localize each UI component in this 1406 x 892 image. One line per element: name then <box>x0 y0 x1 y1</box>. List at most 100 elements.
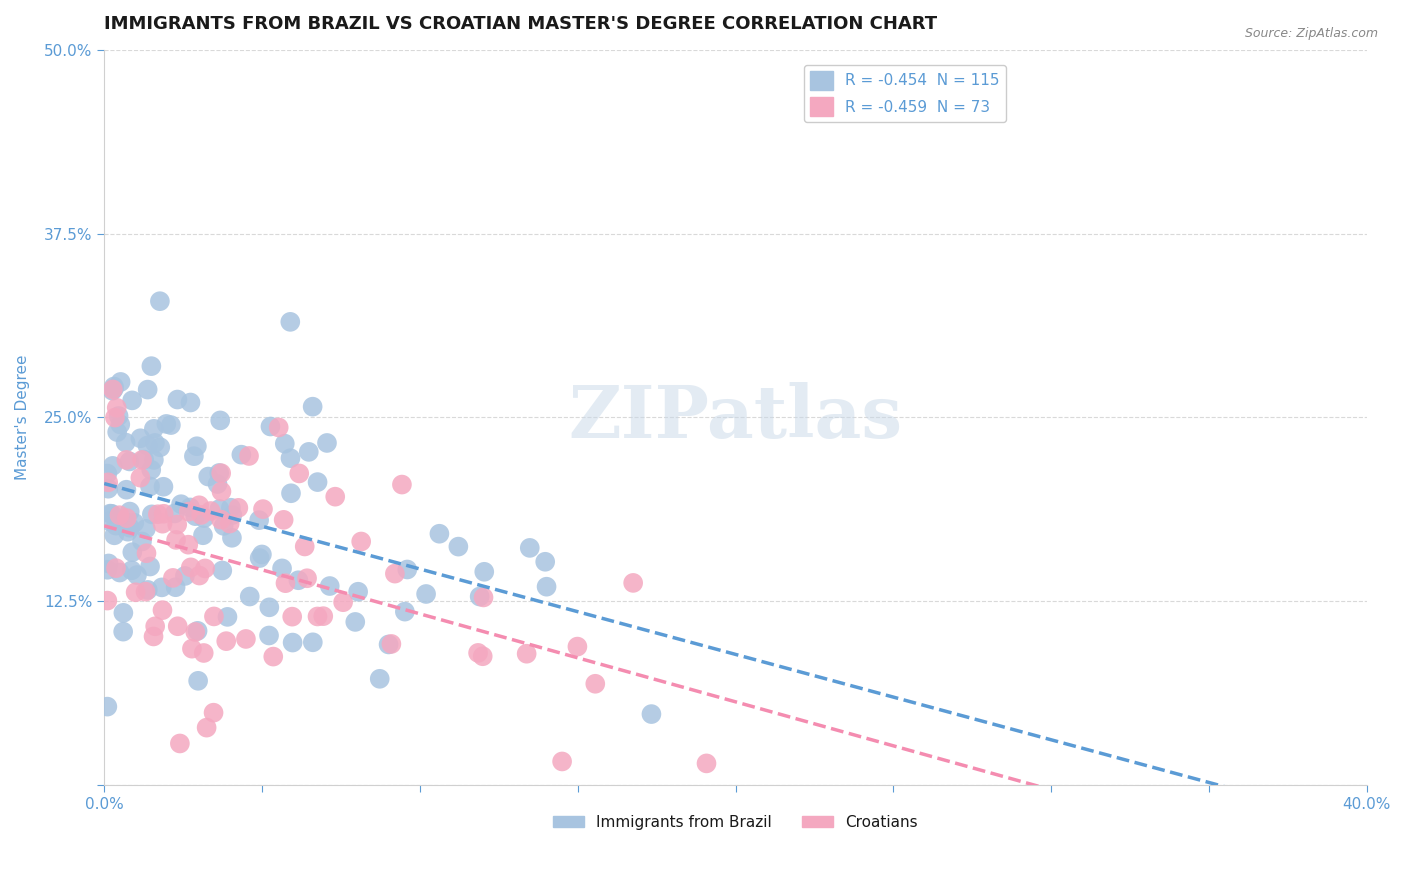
Croatians <box>295 571 318 585</box>
Immigrants from Brazil <box>142 453 165 467</box>
Immigrants from Brazil <box>118 454 141 468</box>
Croatians <box>384 566 406 581</box>
Immigrants from Brazil <box>394 605 416 619</box>
Immigrants from Brazil <box>184 509 207 524</box>
Croatians <box>200 504 222 518</box>
Immigrants from Brazil <box>121 563 143 577</box>
Immigrants from Brazil <box>152 480 174 494</box>
Immigrants from Brazil <box>278 315 301 329</box>
Immigrants from Brazil <box>100 507 122 521</box>
Immigrants from Brazil <box>139 559 162 574</box>
Immigrants from Brazil <box>165 580 187 594</box>
Croatians <box>188 568 211 582</box>
Immigrants from Brazil <box>534 555 557 569</box>
Immigrants from Brazil <box>141 508 163 522</box>
Croatians <box>235 632 257 646</box>
Croatians <box>142 630 165 644</box>
Croatians <box>350 534 373 549</box>
Croatians <box>621 575 644 590</box>
Croatians <box>101 383 124 397</box>
Immigrants from Brazil <box>307 475 329 489</box>
Croatians <box>262 649 284 664</box>
Croatians <box>267 420 290 434</box>
Croatians <box>135 546 157 560</box>
Immigrants from Brazil <box>287 574 309 588</box>
Immigrants from Brazil <box>163 507 186 521</box>
Croatians <box>188 498 211 512</box>
Immigrants from Brazil <box>142 422 165 436</box>
Croatians <box>215 634 238 648</box>
Immigrants from Brazil <box>118 521 141 535</box>
Immigrants from Brazil <box>131 534 153 549</box>
Croatians <box>190 508 212 522</box>
Croatians <box>146 508 169 522</box>
Croatians <box>380 637 402 651</box>
Immigrants from Brazil <box>166 392 188 407</box>
Immigrants from Brazil <box>217 610 239 624</box>
Immigrants from Brazil <box>114 515 136 529</box>
Immigrants from Brazil <box>110 375 132 389</box>
Immigrants from Brazil <box>191 528 214 542</box>
Croatians <box>105 401 128 415</box>
Immigrants from Brazil <box>231 448 253 462</box>
Croatians <box>288 467 311 481</box>
Immigrants from Brazil <box>98 515 121 529</box>
Immigrants from Brazil <box>368 672 391 686</box>
Croatians <box>104 410 127 425</box>
Croatians <box>166 517 188 532</box>
Croatians <box>209 466 232 480</box>
Croatians <box>312 609 335 624</box>
Immigrants from Brazil <box>97 482 120 496</box>
Croatians <box>281 609 304 624</box>
Croatians <box>211 484 233 499</box>
Croatians <box>193 646 215 660</box>
Immigrants from Brazil <box>187 624 209 638</box>
Croatians <box>184 624 207 639</box>
Immigrants from Brazil <box>271 561 294 575</box>
Croatians <box>143 619 166 633</box>
Immigrants from Brazil <box>221 531 243 545</box>
Croatians <box>567 640 589 654</box>
Immigrants from Brazil <box>103 379 125 393</box>
Croatians <box>202 609 225 624</box>
Immigrants from Brazil <box>149 440 172 454</box>
Croatians <box>695 756 717 771</box>
Immigrants from Brazil <box>247 513 270 527</box>
Croatians <box>294 540 316 554</box>
Immigrants from Brazil <box>396 562 419 576</box>
Immigrants from Brazil <box>110 417 132 432</box>
Immigrants from Brazil <box>129 431 152 445</box>
Croatians <box>181 641 204 656</box>
Immigrants from Brazil <box>298 445 321 459</box>
Immigrants from Brazil <box>135 522 157 536</box>
Croatians <box>471 649 494 664</box>
Immigrants from Brazil <box>377 637 399 651</box>
Immigrants from Brazil <box>103 528 125 542</box>
Croatians <box>166 619 188 633</box>
Text: ZIPatlas: ZIPatlas <box>568 382 903 453</box>
Immigrants from Brazil <box>107 409 129 423</box>
Immigrants from Brazil <box>536 580 558 594</box>
Croatians <box>129 470 152 484</box>
Immigrants from Brazil <box>104 518 127 533</box>
Immigrants from Brazil <box>301 400 323 414</box>
Croatians <box>108 508 131 523</box>
Immigrants from Brazil <box>114 435 136 450</box>
Croatians <box>152 507 174 521</box>
Croatians <box>152 603 174 617</box>
Immigrants from Brazil <box>141 359 163 373</box>
Immigrants from Brazil <box>124 516 146 530</box>
Croatians <box>152 516 174 531</box>
Text: Source: ZipAtlas.com: Source: ZipAtlas.com <box>1244 27 1378 40</box>
Immigrants from Brazil <box>519 541 541 555</box>
Immigrants from Brazil <box>179 500 201 515</box>
Croatians <box>169 736 191 750</box>
Croatians <box>391 477 413 491</box>
Immigrants from Brazil <box>221 508 243 522</box>
Immigrants from Brazil <box>239 590 262 604</box>
Immigrants from Brazil <box>259 600 281 615</box>
Croatians <box>97 475 120 490</box>
Croatians <box>124 585 146 599</box>
Immigrants from Brazil <box>209 413 232 427</box>
Immigrants from Brazil <box>117 524 139 539</box>
